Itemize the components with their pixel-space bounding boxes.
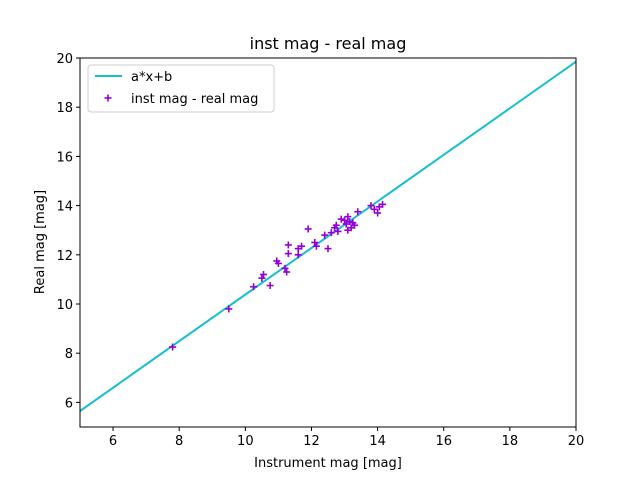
x-tick-label: 14	[369, 434, 386, 449]
y-tick-label: 14	[56, 200, 73, 215]
legend: a*x+b inst mag - real mag	[87, 64, 275, 113]
y-tick-label: 18	[56, 101, 73, 116]
scatter-points-layer	[169, 200, 387, 351]
scatter-point	[311, 239, 319, 246]
legend-label-scatter: inst mag - real mag	[131, 92, 258, 107]
scatter-point	[374, 209, 382, 217]
plot-frame	[79, 57, 577, 428]
y-tick-label: 6	[65, 396, 73, 411]
x-tick-label: 12	[303, 434, 320, 449]
scatter-point	[260, 270, 268, 278]
x-axis: 6 8 10 12 14 16 18 20	[109, 427, 584, 449]
scatter-point	[169, 343, 177, 351]
x-tick-label: 10	[237, 434, 254, 449]
scatter-point	[327, 229, 335, 237]
scatter-point	[321, 231, 329, 239]
scatter-point	[334, 227, 342, 235]
fit-line-layer	[80, 60, 576, 412]
scatter-point	[370, 205, 378, 213]
chart-title: inst mag - real mag	[250, 34, 407, 53]
y-tick-label: 12	[56, 249, 73, 264]
scatter-point	[258, 274, 266, 282]
scatter-point	[225, 305, 233, 313]
scatter-point	[324, 245, 332, 253]
x-axis-label: Instrument mag [mag]	[254, 456, 402, 471]
scatter-point	[284, 250, 292, 258]
scatter-point	[250, 283, 258, 291]
scatter-point	[344, 213, 352, 221]
y-tick-label: 16	[56, 150, 73, 165]
scatter-point	[274, 259, 282, 267]
scatter-point	[298, 242, 306, 250]
legend-marker-swatch	[104, 94, 112, 102]
scatter-point	[341, 216, 349, 224]
x-tick-label: 18	[502, 434, 519, 449]
scatter-point	[345, 218, 353, 226]
y-axis-label: Real mag [mag]	[33, 190, 48, 294]
scatter-point	[281, 264, 289, 272]
scatter-point	[266, 282, 274, 290]
scatter-point	[284, 241, 292, 249]
scatter-point	[379, 200, 387, 208]
fit-line	[80, 60, 576, 412]
x-tick-label: 6	[109, 434, 117, 449]
y-tick-label: 20	[56, 52, 73, 67]
scatter-point	[350, 221, 358, 229]
scatter-point	[283, 268, 291, 276]
scatter-point	[332, 221, 340, 229]
scatter-point	[312, 242, 320, 250]
x-tick-label: 16	[435, 434, 452, 449]
legend-box	[87, 64, 275, 113]
scatter-point	[337, 215, 345, 223]
scatter-point	[304, 225, 312, 233]
y-axis: 6 8 10 12 14 16 18 20	[56, 52, 80, 411]
x-tick-label: 20	[568, 434, 585, 449]
y-tick-label: 8	[65, 347, 73, 362]
scatter-point	[367, 202, 375, 210]
legend-label-fit: a*x+b	[131, 70, 172, 85]
y-tick-label: 10	[56, 298, 73, 313]
scatter-point	[294, 251, 302, 259]
scatter-point	[354, 208, 362, 216]
x-tick-label: 8	[175, 434, 183, 449]
